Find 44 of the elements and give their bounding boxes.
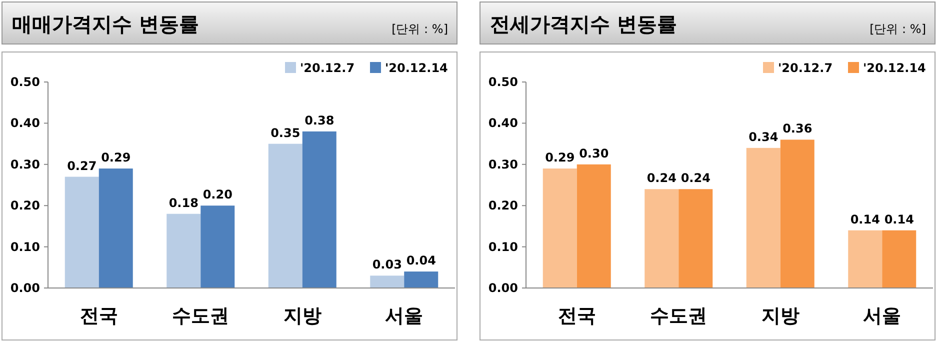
legend-label: '20.12.7 bbox=[300, 61, 355, 75]
y-tick-label: 0.30 bbox=[488, 157, 518, 172]
data-label: 0.35 bbox=[270, 126, 300, 140]
x-tick-label: 전국 bbox=[80, 305, 118, 327]
y-tick-label: 0.20 bbox=[10, 198, 40, 213]
data-label: 0.24 bbox=[680, 171, 710, 186]
legend-label: '20.12.7 bbox=[778, 61, 833, 75]
x-tick-label: 서울 bbox=[385, 305, 424, 327]
y-tick-label: 0.10 bbox=[488, 240, 518, 254]
x-tick-label: 서울 bbox=[863, 305, 902, 327]
data-label: 0.29 bbox=[545, 150, 575, 165]
legend-label: '20.12.14 bbox=[863, 61, 926, 75]
x-tick-label: 지방 bbox=[283, 305, 322, 327]
data-label: 0.29 bbox=[101, 150, 131, 165]
y-tick-label: 0.40 bbox=[488, 116, 518, 130]
data-label: 0.14 bbox=[884, 212, 914, 226]
y-tick-label: 0.20 bbox=[488, 198, 518, 213]
data-label: 0.18 bbox=[168, 196, 198, 210]
x-tick-label: 수도권 bbox=[650, 305, 708, 327]
data-label: 0.36 bbox=[782, 122, 812, 136]
y-tick-label: 0.10 bbox=[10, 240, 40, 254]
y-tick-label: 0.30 bbox=[10, 157, 40, 172]
data-label: 0.30 bbox=[579, 146, 609, 160]
data-label: 0.34 bbox=[748, 130, 778, 144]
y-tick-label: 0.00 bbox=[10, 281, 40, 295]
data-label: 0.03 bbox=[372, 258, 402, 272]
x-tick-label: 전국 bbox=[558, 305, 596, 327]
data-label: 0.24 bbox=[646, 171, 676, 186]
data-label: 0.04 bbox=[406, 254, 436, 268]
text: [단위 : %] bbox=[870, 22, 926, 36]
x-tick-label: 수도권 bbox=[172, 305, 230, 327]
data-label: 0.14 bbox=[850, 212, 880, 226]
data-label: 0.27 bbox=[67, 158, 97, 173]
y-tick-label: 0.40 bbox=[10, 116, 40, 130]
x-tick-label: 지방 bbox=[761, 305, 800, 327]
y-tick-label: 0.00 bbox=[488, 281, 518, 295]
y-tick-label: 0.50 bbox=[10, 75, 40, 89]
chart-title: 매매가격지수 변동률 bbox=[12, 12, 199, 36]
text: [단위 : %] bbox=[392, 22, 448, 36]
data-label: 0.38 bbox=[304, 113, 334, 128]
legend-label: '20.12.14 bbox=[385, 61, 448, 75]
y-tick-label: 0.50 bbox=[488, 75, 518, 89]
data-label: 0.20 bbox=[202, 188, 232, 202]
chart-title: 전세가격지수 변동률 bbox=[490, 12, 677, 36]
